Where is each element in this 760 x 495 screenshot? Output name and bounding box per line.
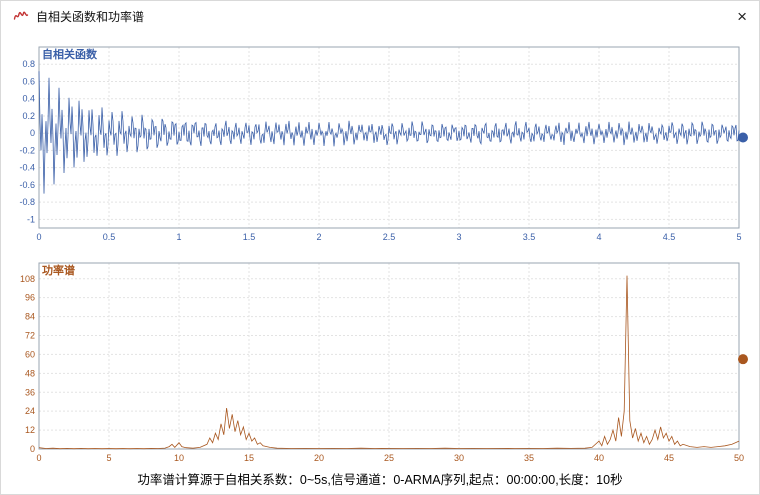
svg-text:0: 0 [36,453,41,463]
svg-text:5: 5 [106,453,111,463]
svg-text:2: 2 [316,232,321,242]
svg-text:0: 0 [36,232,41,242]
svg-text:96: 96 [25,293,35,303]
svg-text:48: 48 [25,368,35,378]
svg-text:自相关函数: 自相关函数 [42,47,98,61]
close-button[interactable]: × [737,6,747,26]
svg-text:1: 1 [176,232,181,242]
svg-text:84: 84 [25,312,35,322]
svg-text:45: 45 [664,453,674,463]
svg-text:4: 4 [596,232,601,242]
status-bar-text: 功率谱计算源于自相关系数：0~5s,信号通道：0-ARMA序列,起点：00:00… [137,473,623,487]
svg-text:35: 35 [524,453,534,463]
svg-text:-0.6: -0.6 [19,180,35,190]
svg-text:0: 0 [30,444,35,454]
status-bar: 功率谱计算源于自相关系数：0~5s,信号通道：0-ARMA序列,起点：00:00… [1,463,759,494]
svg-text:-1: -1 [27,214,35,224]
svg-text:3.5: 3.5 [523,232,536,242]
svg-text:功率谱: 功率谱 [42,263,75,277]
cursor-marker[interactable] [738,354,748,365]
autocorrelation-chart[interactable]: -1 -0.8 -0.6 -0.4 -0.2 0 0.2 0.4 0.6 0.8 0 0.5 1 1.5 2… [1,31,760,249]
svg-text:20: 20 [314,453,324,463]
svg-text:60: 60 [25,349,35,359]
svg-text:0: 0 [30,128,35,138]
app-icon [13,11,29,20]
svg-text:12: 12 [25,425,35,435]
svg-text:108: 108 [20,274,35,284]
svg-text:24: 24 [25,406,35,416]
svg-text:0.8: 0.8 [22,59,35,69]
svg-text:5: 5 [736,232,741,242]
svg-text:-0.8: -0.8 [19,197,35,207]
svg-text:72: 72 [25,331,35,341]
svg-text:1.5: 1.5 [243,232,256,242]
svg-text:3: 3 [456,232,461,242]
svg-text:30: 30 [454,453,464,463]
svg-text:0.5: 0.5 [103,232,116,242]
svg-text:25: 25 [384,453,394,463]
svg-text:-0.4: -0.4 [19,163,35,173]
svg-text:2.5: 2.5 [383,232,396,242]
svg-text:10: 10 [174,453,184,463]
svg-text:4.5: 4.5 [663,232,676,242]
power-spectrum-chart[interactable]: 0 12 24 36 48 60 72 84 96 108 0 5 10 15 20 25 30 35 40 45 50… [1,249,760,463]
cursor-marker[interactable] [738,132,748,143]
svg-text:50: 50 [734,453,744,463]
svg-text:15: 15 [244,453,254,463]
svg-text:0.4: 0.4 [22,94,35,104]
svg-text:40: 40 [594,453,604,463]
svg-text:0.2: 0.2 [22,111,35,121]
window-title: 自相关函数和功率谱 [36,9,145,24]
svg-text:-0.2: -0.2 [19,145,35,155]
svg-text:0.6: 0.6 [22,76,35,86]
title-bar[interactable]: 自相关函数和功率谱 × [1,1,759,31]
svg-text:36: 36 [25,387,35,397]
